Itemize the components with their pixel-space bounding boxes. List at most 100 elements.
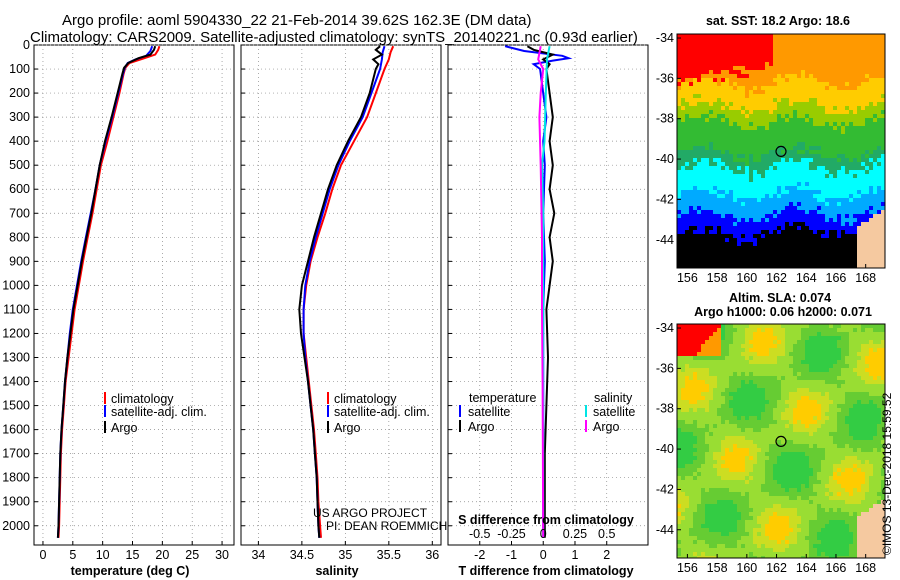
map-cell: [817, 348, 822, 353]
map-cell: [837, 186, 842, 191]
map-cell: [877, 134, 882, 139]
map-cell: [813, 250, 818, 255]
map-cell: [705, 262, 710, 267]
map-cell: [813, 62, 818, 67]
map-cell: [857, 142, 862, 147]
map-cell: [729, 428, 734, 433]
map-cell: [801, 210, 806, 215]
map-cell: [745, 130, 750, 135]
map-cell: [697, 388, 702, 393]
map-cell: [853, 340, 858, 345]
map-cell: [773, 94, 778, 99]
map-cell: [741, 356, 746, 361]
map-cell: [789, 146, 794, 151]
map-cell: [733, 428, 738, 433]
map-cell: [837, 146, 842, 151]
map-cell: [705, 34, 710, 39]
map-cell: [809, 90, 814, 95]
map-cell: [761, 178, 766, 183]
map-cell: [713, 380, 718, 385]
map-cell: [677, 258, 682, 263]
map-cell: [689, 356, 694, 361]
map-cell: [861, 186, 866, 191]
map-cell: [809, 230, 814, 235]
map-cell: [721, 440, 726, 445]
map-cell: [865, 222, 870, 227]
map-cell: [689, 138, 694, 143]
map-cell: [853, 254, 858, 259]
map-cell: [821, 158, 826, 163]
map-cell: [697, 332, 702, 337]
map-cell: [801, 214, 806, 219]
map-cell: [761, 412, 766, 417]
map-cell: [869, 102, 874, 107]
map-cell: [713, 198, 718, 203]
map-cell: [841, 336, 846, 341]
map-cell: [689, 352, 694, 357]
map-cell: [857, 340, 862, 345]
map-cell: [697, 376, 702, 381]
map-cell: [717, 396, 722, 401]
map-cell: [825, 332, 830, 337]
map-cell: [717, 210, 722, 215]
map-cell: [801, 352, 806, 357]
map-cell: [877, 364, 882, 369]
map-cell: [741, 174, 746, 179]
map-cell: [693, 392, 698, 397]
map-cell: [745, 348, 750, 353]
map-cell: [697, 242, 702, 247]
map-cell: [785, 182, 790, 187]
map-cell: [861, 174, 866, 179]
map-cell: [729, 336, 734, 341]
map-cell: [689, 70, 694, 75]
map-cell: [765, 42, 770, 47]
map-cell: [701, 214, 706, 219]
map-cell: [745, 234, 750, 239]
map-cell: [729, 190, 734, 195]
map-cell: [825, 348, 830, 353]
map-cell: [841, 146, 846, 151]
map-cell: [761, 420, 766, 425]
map-cell: [817, 178, 822, 183]
map-cell: [749, 404, 754, 409]
map-cell: [805, 54, 810, 59]
map-cell: [857, 360, 862, 365]
map-cell: [689, 424, 694, 429]
map-cell: [825, 432, 830, 437]
map-cell: [753, 250, 758, 255]
map-cell: [841, 42, 846, 47]
map-cell: [761, 336, 766, 341]
map-cell: [869, 234, 874, 239]
map-cell: [725, 324, 730, 329]
map-cell: [849, 408, 854, 413]
map-cell: [865, 82, 870, 87]
map-cell: [805, 102, 810, 107]
map-cell: [785, 198, 790, 203]
map-cell: [677, 34, 682, 39]
map-cell: [817, 182, 822, 187]
map-cell: [825, 126, 830, 131]
map-cell: [841, 82, 846, 87]
map-cell: [685, 396, 690, 401]
map-cell: [745, 146, 750, 151]
map-cell: [877, 102, 882, 107]
map-cell: [837, 134, 842, 139]
map-cell: [689, 348, 694, 353]
map-cell: [693, 106, 698, 111]
map-cell: [865, 206, 870, 211]
map-cell: [697, 54, 702, 59]
map-cell: [837, 74, 842, 79]
map-cell: [725, 384, 730, 389]
map-cell: [773, 162, 778, 167]
map-cell: [793, 78, 798, 83]
map-cell: [789, 266, 794, 268]
map-cell: [837, 94, 842, 99]
map-cell: [817, 404, 822, 409]
map-cell: [845, 98, 850, 103]
map-cell: [697, 404, 702, 409]
map-cell: [805, 332, 810, 337]
map-cell: [725, 262, 730, 267]
map-cell: [677, 352, 682, 357]
map-cell: [749, 250, 754, 255]
map-cell: [801, 194, 806, 199]
